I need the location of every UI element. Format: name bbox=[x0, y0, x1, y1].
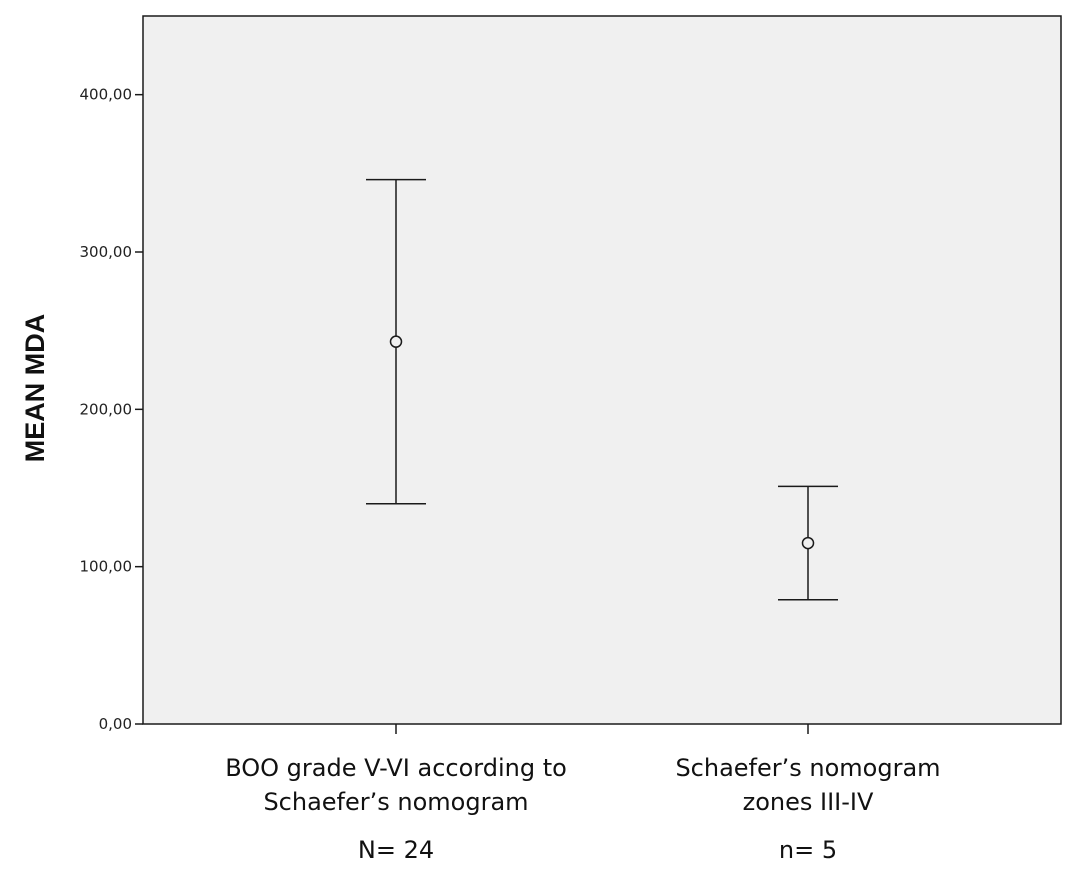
error-bar-group bbox=[778, 485, 838, 601]
x-axis bbox=[395, 724, 809, 734]
y-tick-label: 0,00 bbox=[99, 715, 132, 733]
y-axis-label: MEAN MDA bbox=[20, 314, 50, 463]
error-bar-group bbox=[366, 178, 426, 505]
y-tick-label: 100,00 bbox=[80, 558, 133, 576]
plot-area bbox=[142, 15, 1062, 725]
y-tick-label: 300,00 bbox=[80, 243, 133, 261]
x-category-count: n= 5 bbox=[779, 836, 837, 864]
mean-point bbox=[801, 536, 815, 550]
x-category-count: N= 24 bbox=[358, 836, 434, 864]
x-category-label: Schaefer’s nomogram bbox=[675, 754, 940, 782]
category-labels: BOO grade V-VI according to Schaefer’s no… bbox=[225, 754, 940, 864]
x-category-label: zones III-IV bbox=[743, 788, 874, 816]
mean-point bbox=[389, 335, 403, 348]
x-category-label: BOO grade V-VI according to bbox=[225, 754, 567, 782]
y-tick-label: 200,00 bbox=[80, 400, 133, 418]
y-axis: 0,00 100,00 200,00 300,00 400,00 bbox=[80, 86, 143, 733]
error-bars bbox=[366, 178, 838, 601]
x-category-label: Schaefer’s nomogram bbox=[263, 788, 528, 816]
y-tick-label: 400,00 bbox=[80, 86, 133, 104]
